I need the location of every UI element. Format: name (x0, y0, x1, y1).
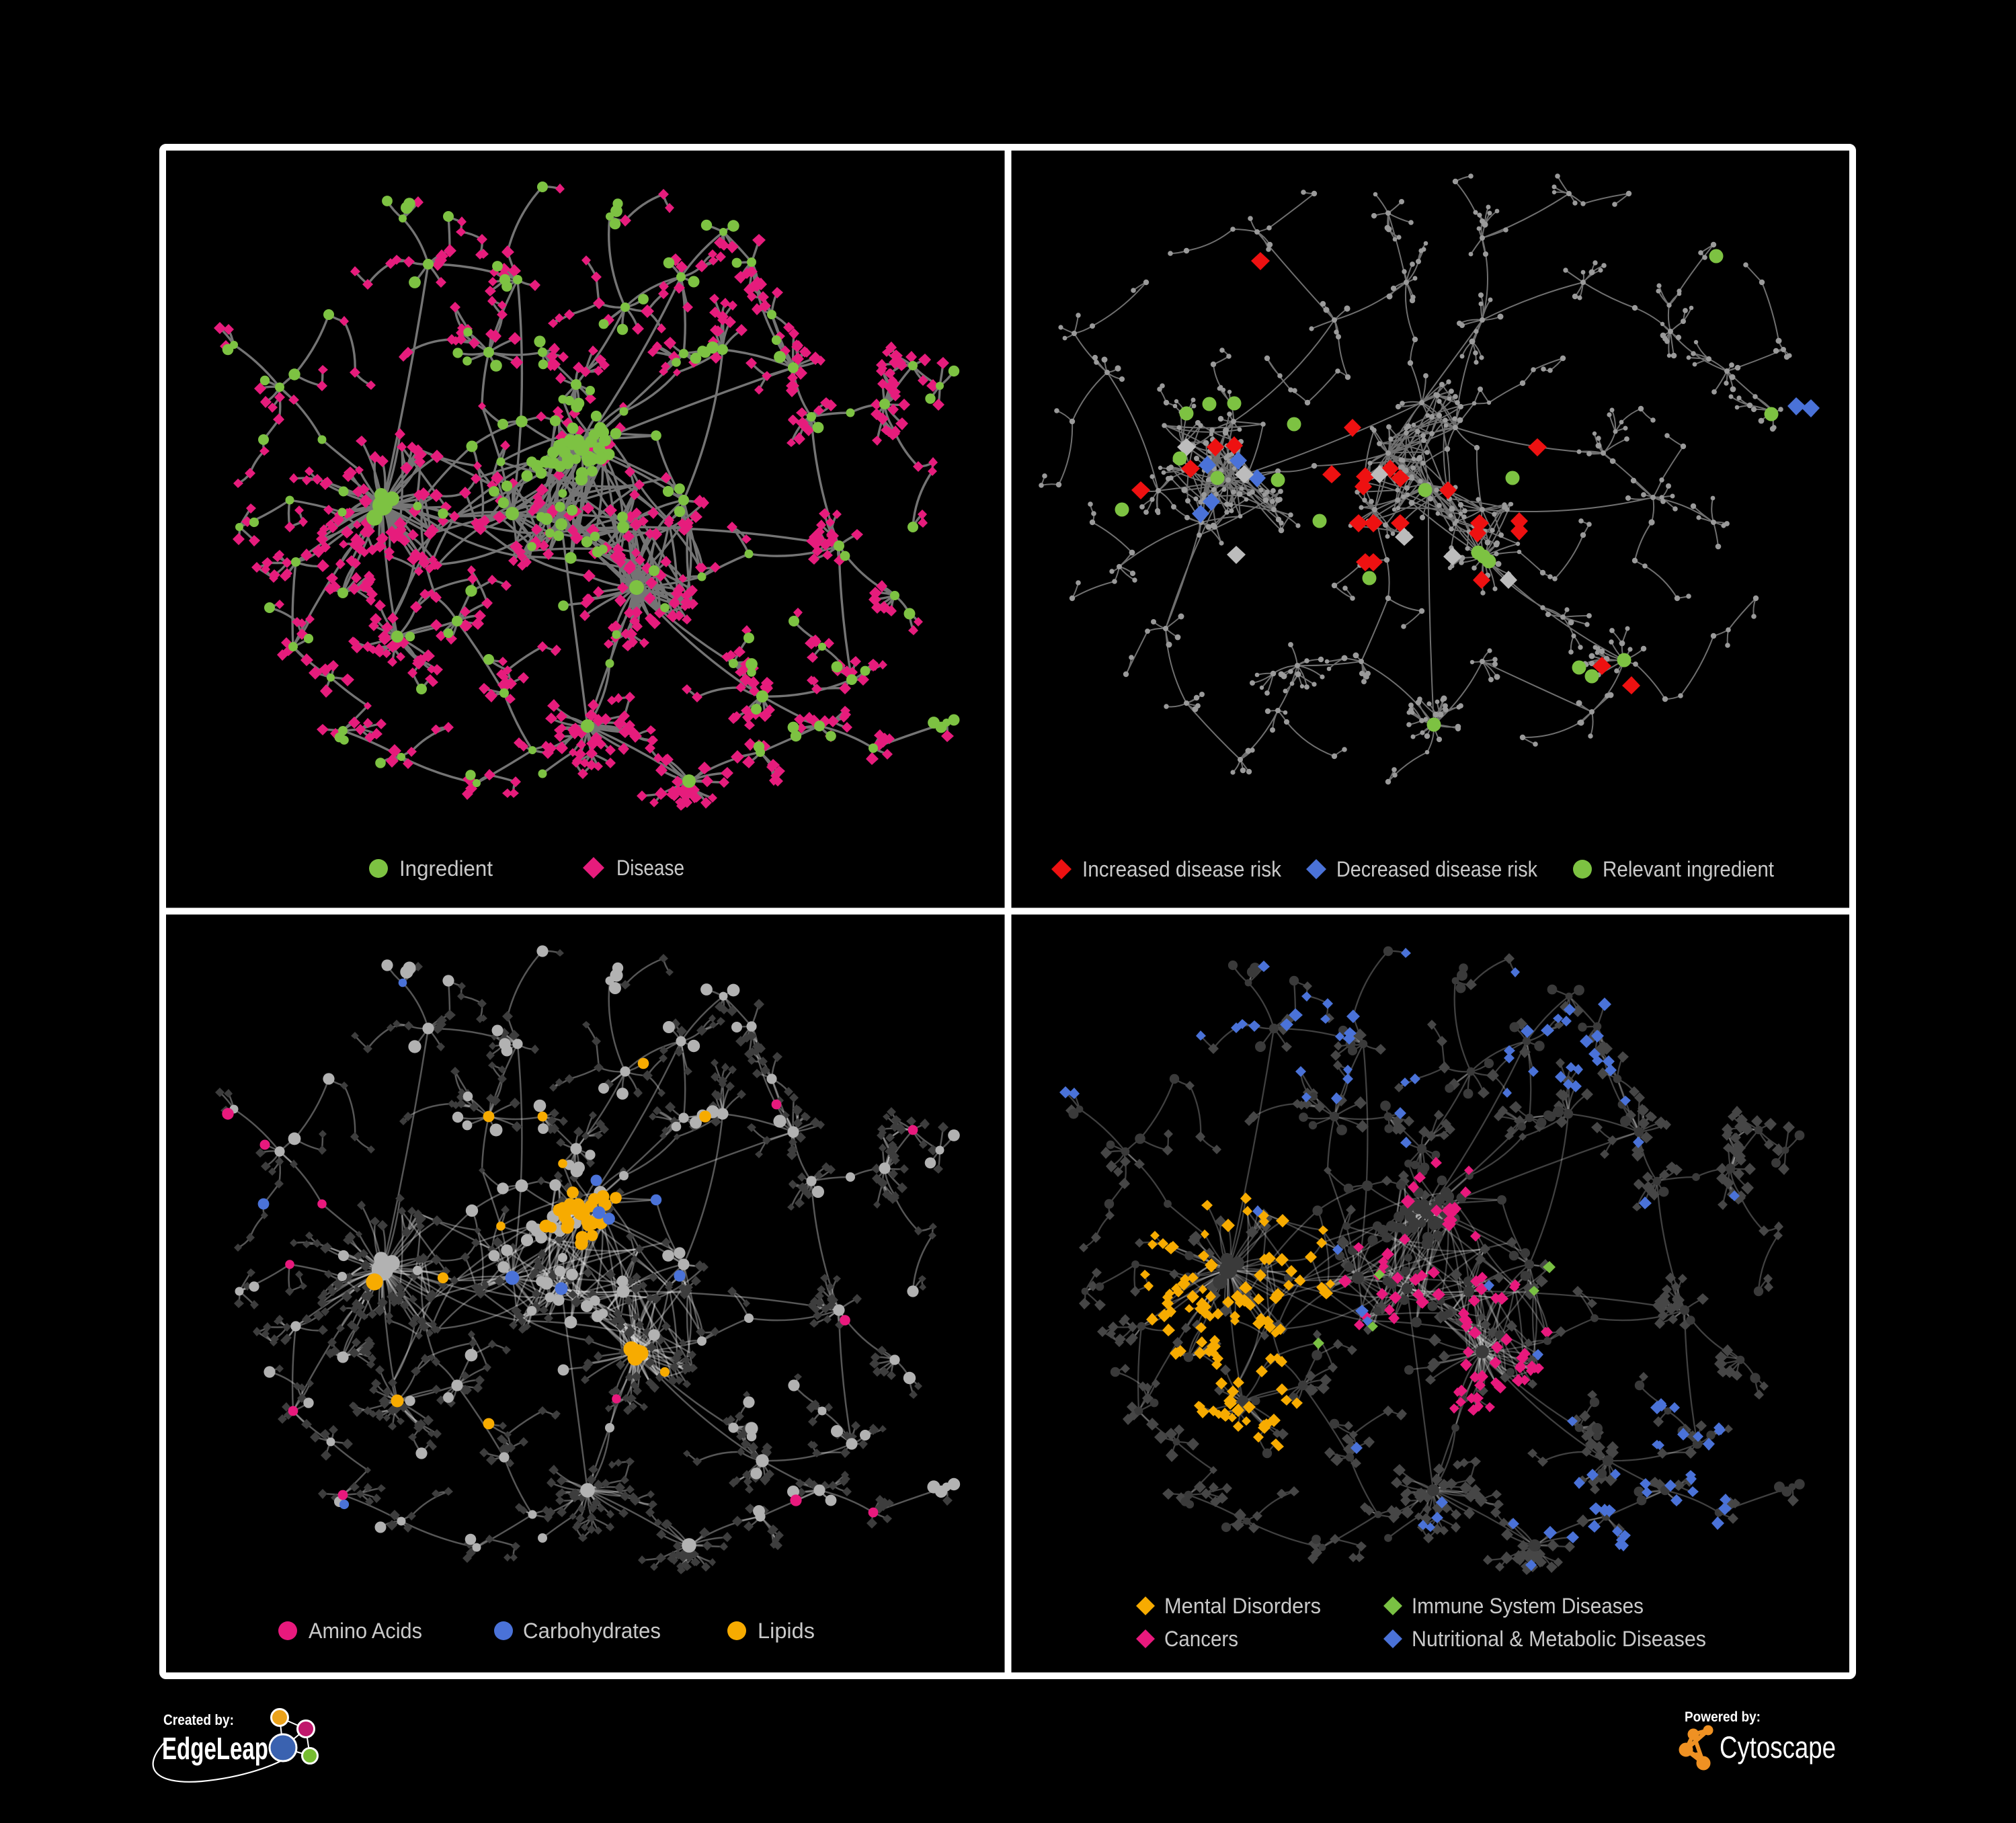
svg-text:Mental Disorders: Mental Disorders (1164, 1594, 1321, 1618)
svg-text:Lipids: Lipids (758, 1619, 815, 1643)
svg-text:Cancers: Cancers (1164, 1627, 1238, 1651)
svg-text:Immune System Diseases: Immune System Diseases (1412, 1594, 1644, 1618)
svg-text:Carbohydrates: Carbohydrates (523, 1619, 661, 1643)
svg-text:EdgeLeap: EdgeLeap (162, 1731, 268, 1766)
svg-text:Created by:: Created by: (163, 1711, 234, 1728)
svg-text:Powered by:: Powered by: (1685, 1709, 1761, 1725)
svg-text:Increased disease risk: Increased disease risk (1082, 857, 1282, 881)
svg-text:Disease: Disease (616, 856, 684, 880)
svg-text:Nutritional & Metabolic Diseas: Nutritional & Metabolic Diseases (1412, 1627, 1706, 1651)
svg-text:Amino Acids: Amino Acids (309, 1619, 422, 1643)
svg-text:Relevant ingredient: Relevant ingredient (1603, 857, 1774, 881)
svg-text:Decreased disease risk: Decreased disease risk (1336, 857, 1538, 881)
svg-text:Ingredient: Ingredient (399, 856, 493, 881)
svg-text:Cytoscape: Cytoscape (1720, 1730, 1836, 1765)
